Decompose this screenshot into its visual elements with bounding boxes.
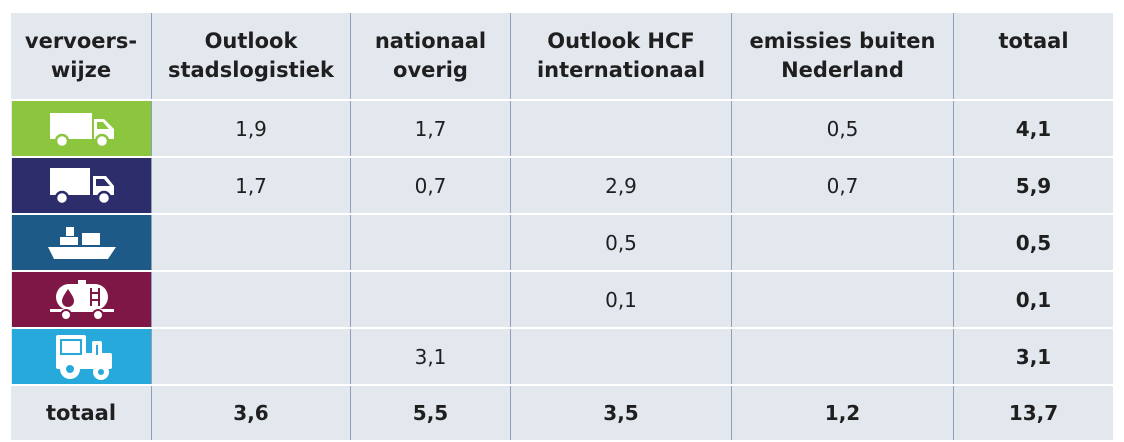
- row-divider: [11, 99, 1113, 101]
- value-cell: [732, 329, 953, 384]
- column-divider: [151, 13, 152, 440]
- header-national-other: nationaal overig: [351, 13, 510, 99]
- total-cell: 5,9: [1015, 173, 1052, 198]
- table-header-row: vervoers- wijze Outlook stadslogistiek n…: [11, 13, 1113, 99]
- value-cell: [152, 215, 350, 270]
- emissions-table: vervoers- wijze Outlook stadslogistiek n…: [11, 13, 1113, 440]
- row-divider: [11, 270, 1113, 272]
- header-text: emissies buiten: [749, 29, 936, 53]
- header-text: wijze: [50, 58, 112, 82]
- total-cell: 0,1: [1015, 287, 1052, 312]
- value-cell: 3,1: [414, 344, 447, 369]
- header-text: nationaal: [374, 29, 487, 53]
- header-text: stadslogistiek: [167, 58, 335, 82]
- table-row: 1,7 0,7 2,9 0,7 5,9: [11, 158, 1113, 213]
- total-cell: 3,1: [1015, 344, 1052, 369]
- value-cell: 0,5: [605, 230, 637, 255]
- value-cell: 1,7: [235, 173, 267, 198]
- table-row: 0,5 0,5: [11, 215, 1113, 270]
- value-cell: 0,5: [826, 116, 859, 141]
- mode-cell-tractor: [12, 329, 151, 384]
- header-transport-mode: vervoers- wijze: [11, 13, 151, 99]
- total-cell: 0,5: [1015, 230, 1052, 255]
- header-text: totaal: [998, 29, 1069, 53]
- header-text: Nederland: [781, 58, 904, 82]
- header-emissions-outside-nl: emissies buiten Nederland: [732, 13, 953, 99]
- value-cell: [152, 272, 350, 327]
- table-row: 1,9 1,7 0,5 4,1: [11, 101, 1113, 156]
- value-cell: 1,7: [414, 116, 447, 141]
- grand-total-cell: 13,7: [1008, 401, 1059, 425]
- header-outlook-hcf-international: Outlook HCF internationaal: [511, 13, 731, 99]
- header-text: Outlook: [204, 29, 298, 53]
- truck-icon: [49, 167, 114, 205]
- column-divider: [510, 13, 511, 440]
- total-cell: 4,1: [1015, 116, 1052, 141]
- column-divider: [350, 13, 351, 440]
- value-cell: 2,9: [605, 173, 637, 198]
- row-divider: [11, 384, 1113, 386]
- header-text: vervoers-: [24, 29, 138, 53]
- value-cell: 1,9: [235, 116, 267, 141]
- tractor-icon: [55, 334, 112, 380]
- column-divider: [953, 13, 954, 440]
- totals-label: totaal: [45, 401, 117, 425]
- total-cell: 1,2: [824, 401, 861, 425]
- value-cell: [511, 101, 731, 156]
- van-icon: [49, 112, 114, 148]
- total-cell: 5,5: [412, 401, 449, 425]
- column-divider: [731, 13, 732, 440]
- header-outlook-city-logistics: Outlook stadslogistiek: [152, 13, 350, 99]
- header-text: Outlook HCF: [547, 29, 695, 53]
- value-cell: 0,7: [826, 173, 859, 198]
- value-cell: [351, 272, 510, 327]
- value-cell: 0,1: [605, 287, 637, 312]
- mode-cell-truck: [12, 158, 151, 213]
- row-divider: [11, 156, 1113, 158]
- header-text: overig: [393, 58, 468, 82]
- table-totals-row: totaal 3,6 5,5 3,5 1,2 13,7: [11, 386, 1113, 440]
- row-divider: [11, 213, 1113, 215]
- header-total: totaal: [954, 13, 1113, 99]
- table-row: 0,1 0,1: [11, 272, 1113, 327]
- row-divider: [11, 327, 1113, 329]
- value-cell: [732, 272, 953, 327]
- rail-tank-wagon-icon: [49, 279, 114, 321]
- mode-cell-rail: [12, 272, 151, 327]
- total-cell: 3,5: [603, 401, 639, 425]
- header-text: internationaal: [536, 58, 706, 82]
- ship-icon: [47, 226, 116, 259]
- value-cell: [511, 329, 731, 384]
- value-cell: [732, 215, 953, 270]
- mode-cell-ship: [12, 215, 151, 270]
- mode-cell-van: [12, 101, 151, 156]
- value-cell: [152, 329, 350, 384]
- table-row: 3,1 3,1: [11, 329, 1113, 384]
- value-cell: [351, 215, 510, 270]
- value-cell: 0,7: [414, 173, 447, 198]
- total-cell: 3,6: [233, 401, 269, 425]
